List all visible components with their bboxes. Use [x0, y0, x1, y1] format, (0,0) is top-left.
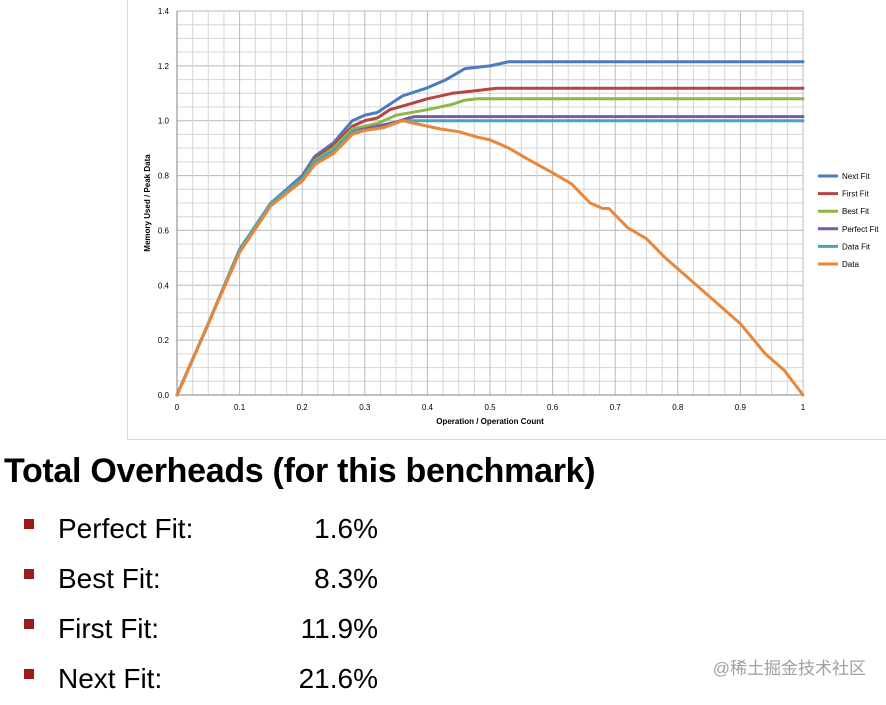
y-tick-label: 1.2: [158, 62, 170, 71]
y-tick-label: 0.8: [158, 172, 170, 181]
overhead-label: Perfect Fit:: [58, 513, 194, 544]
overheads-title: Total Overheads (for this benchmark): [4, 452, 596, 490]
x-tick-label: 0.5: [484, 403, 496, 412]
x-tick-label: 0.2: [297, 403, 309, 412]
x-tick-label: 0.9: [735, 403, 747, 412]
overhead-label: First Fit:: [58, 613, 160, 644]
legend-label: First Fit: [842, 190, 869, 199]
y-tick-label: 1.0: [158, 117, 170, 126]
y-tick-label: 0.6: [158, 226, 170, 235]
legend-label: Perfect Fit: [842, 225, 879, 234]
y-tick-label: 0.2: [158, 336, 170, 345]
overhead-value: 1.6%: [314, 513, 378, 544]
series-line-data: [175, 119, 805, 397]
chart-frame: 0.0 0.2 0.4 0.6 0.8 1.0 1.2 1.4 0 0.1 0.2 0.3 0.4 0.5…: [127, 0, 886, 440]
y-tick-label: 0.4: [158, 281, 170, 290]
legend-label: Best Fit: [842, 207, 870, 216]
x-tick-label: 0.8: [672, 403, 684, 412]
square-bullet-icon: [24, 669, 34, 679]
x-tick-label: 0.7: [610, 403, 622, 412]
overhead-value: 8.3%: [314, 563, 378, 594]
overhead-label: Best Fit:: [58, 563, 161, 594]
overhead-row-first-fit: First Fit: 11.9%: [0, 605, 420, 655]
y-axis-title: Memory Used / Peak Data: [143, 154, 152, 252]
x-tick-label: 0: [175, 403, 180, 412]
square-bullet-icon: [24, 569, 34, 579]
x-tick-label: 0.1: [234, 403, 246, 412]
square-bullet-icon: [24, 619, 34, 629]
overhead-row-perfect-fit: Perfect Fit: 1.6%: [0, 505, 420, 555]
watermark: @稀土掘金技术社区: [712, 659, 866, 678]
overhead-value: 11.9%: [300, 613, 378, 644]
y-tick-label: 1.4: [158, 7, 170, 16]
legend-label: Next Fit: [842, 172, 870, 181]
overhead-label: Next Fit:: [58, 663, 163, 694]
overhead-row-best-fit: Best Fit: 8.3%: [0, 555, 420, 605]
legend-label: Data Fit: [842, 242, 871, 251]
overheads-list: Perfect Fit: 1.6% Best Fit: 8.3% First F…: [0, 505, 420, 705]
x-tick-label: 0.6: [547, 403, 559, 412]
legend-label: Data: [842, 260, 859, 269]
square-bullet-icon: [24, 519, 34, 529]
x-tick-label: 0.3: [359, 403, 371, 412]
x-tick-label: 0.4: [422, 403, 434, 412]
x-tick-label: 1: [801, 403, 806, 412]
memory-usage-chart: 0.0 0.2 0.4 0.6 0.8 1.0 1.2 1.4 0 0.1 0.2 0.3 0.4 0.5…: [143, 7, 879, 426]
x-axis-title: Operation / Operation Count: [436, 417, 544, 426]
y-tick-label: 0.0: [158, 391, 170, 400]
overhead-value: 21.6%: [298, 663, 378, 694]
overhead-row-next-fit: Next Fit: 21.6%: [0, 655, 420, 705]
